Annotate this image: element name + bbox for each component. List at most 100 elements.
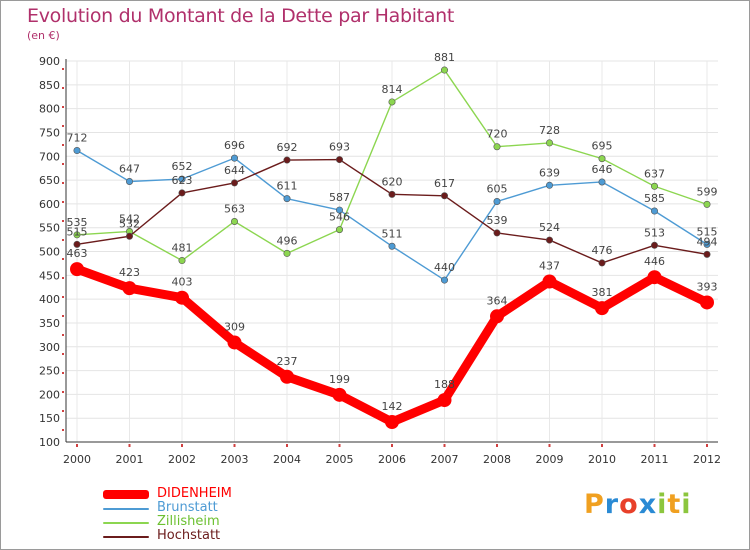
- data-label: 481: [172, 242, 193, 255]
- data-point: [332, 387, 347, 402]
- data-label: 513: [644, 226, 665, 239]
- y-tick-label: 600: [39, 198, 60, 211]
- data-point: [73, 231, 81, 239]
- y-tick-label: 850: [39, 79, 60, 92]
- data-point: [388, 242, 396, 250]
- data-point: [231, 217, 239, 225]
- legend-label: Brunstatt: [157, 500, 218, 515]
- proxiti-logo: Proxiti: [584, 489, 692, 520]
- y-axis-tick-mark: [62, 391, 64, 393]
- legend-swatch: [103, 522, 149, 524]
- data-point: [231, 179, 239, 187]
- data-point: [335, 156, 343, 164]
- x-axis-tick-mark: [496, 444, 498, 447]
- data-label: 403: [172, 276, 193, 289]
- data-point: [175, 290, 189, 305]
- data-label: 539: [487, 214, 508, 227]
- data-label: 440: [434, 261, 455, 274]
- data-point: [490, 309, 504, 324]
- data-point: [122, 281, 137, 296]
- data-label: 623: [172, 174, 193, 187]
- y-axis-tick-mark: [62, 125, 64, 127]
- data-label: 188: [434, 378, 455, 391]
- data-point: [335, 206, 343, 214]
- data-label: 620: [382, 175, 403, 188]
- x-axis-tick-mark: [338, 444, 341, 447]
- x-tick-label: 2012: [693, 453, 721, 466]
- data-point: [440, 192, 448, 200]
- logo-letter: o: [619, 489, 639, 520]
- data-label: 814: [382, 83, 403, 96]
- data-label: 237: [277, 355, 298, 368]
- data-point: [70, 262, 84, 277]
- y-tick-label: 750: [39, 126, 60, 139]
- x-tick-label: 2009: [536, 453, 564, 466]
- data-label: 652: [172, 160, 193, 173]
- data-point: [703, 240, 711, 248]
- logo-letter: i: [657, 489, 668, 520]
- data-point: [598, 178, 606, 186]
- legend-label: Hochstatt: [157, 528, 221, 543]
- y-axis-tick-mark: [62, 106, 64, 108]
- data-label: 585: [644, 192, 665, 205]
- data-label: 542: [119, 212, 140, 225]
- y-tick-label: 400: [39, 293, 60, 306]
- data-label: 695: [592, 140, 613, 153]
- data-label: 692: [277, 141, 298, 154]
- data-point: [493, 197, 501, 205]
- y-axis-tick-mark: [62, 239, 64, 241]
- data-label: 546: [329, 211, 350, 224]
- legend-swatch: [103, 536, 149, 538]
- data-point: [388, 190, 396, 198]
- legend: DIDENHEIM Brunstatt Zillisheim Hochstatt: [99, 486, 359, 543]
- y-axis-tick-mark: [62, 68, 64, 70]
- data-point: [595, 301, 609, 316]
- y-tick-label: 500: [39, 246, 60, 259]
- logo-letter: P: [584, 489, 605, 520]
- y-axis-tick-mark: [62, 410, 64, 412]
- data-label: 199: [329, 373, 350, 386]
- data-label: 364: [487, 294, 508, 307]
- data-point: [545, 236, 553, 244]
- x-tick-label: 2006: [378, 453, 406, 466]
- x-axis-tick-mark: [76, 444, 78, 447]
- logo-letter: i: [681, 489, 692, 520]
- data-point: [283, 156, 291, 164]
- x-axis-tick-mark: [548, 444, 551, 447]
- logo-letter: r: [604, 489, 620, 520]
- chart-title: Evolution du Montant de la Dette par Hab…: [27, 5, 455, 27]
- data-label: 696: [224, 139, 245, 152]
- data-label: 720: [487, 128, 508, 141]
- data-label: 644: [224, 164, 245, 177]
- y-axis-tick-mark: [62, 334, 64, 336]
- chart-unit: (en €): [27, 29, 60, 42]
- y-tick-label: 300: [39, 341, 60, 354]
- y-axis-tick-mark: [62, 182, 64, 184]
- data-point: [385, 414, 399, 429]
- data-label: 524: [539, 221, 560, 234]
- data-label: 599: [697, 185, 718, 198]
- data-label: 535: [67, 216, 88, 229]
- x-tick-label: 2001: [116, 453, 144, 466]
- legend-label: Zillisheim: [157, 514, 220, 529]
- data-label: 494: [697, 235, 718, 248]
- data-label: 646: [592, 163, 613, 176]
- data-point: [703, 250, 711, 258]
- data-point: [335, 226, 343, 234]
- y-tick-label: 700: [39, 150, 60, 163]
- data-point: [440, 276, 448, 284]
- data-point: [493, 229, 501, 237]
- data-point: [650, 241, 658, 249]
- data-label: 496: [277, 234, 298, 247]
- y-axis-tick-mark: [62, 258, 64, 260]
- x-tick-label: 2002: [168, 453, 196, 466]
- data-label: 647: [119, 162, 140, 175]
- data-point: [545, 181, 553, 189]
- y-axis-tick-mark: [62, 220, 64, 222]
- data-label: 437: [539, 260, 560, 273]
- data-point: [73, 240, 81, 248]
- data-label: 423: [119, 266, 140, 279]
- legend-swatch: [103, 508, 149, 510]
